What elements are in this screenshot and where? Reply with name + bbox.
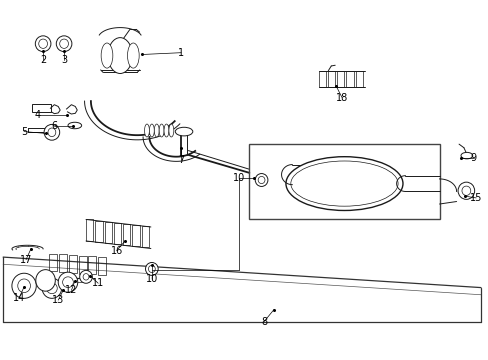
Text: 6: 6	[51, 121, 57, 131]
Ellipse shape	[35, 36, 51, 51]
Ellipse shape	[255, 174, 267, 186]
Bar	[79, 256, 86, 274]
Bar	[327, 71, 334, 87]
Text: 9: 9	[469, 153, 476, 163]
Ellipse shape	[285, 157, 402, 211]
Ellipse shape	[144, 124, 149, 137]
Text: 1: 1	[178, 48, 184, 58]
Ellipse shape	[60, 39, 68, 48]
Text: 17: 17	[20, 255, 32, 265]
Bar	[49, 253, 57, 271]
Ellipse shape	[145, 262, 158, 275]
Bar	[88, 256, 96, 274]
Text: 12: 12	[65, 285, 78, 296]
Ellipse shape	[159, 124, 163, 137]
Ellipse shape	[44, 125, 60, 140]
Text: 8: 8	[261, 317, 266, 327]
Text: 4: 4	[34, 111, 40, 121]
Text: 16: 16	[110, 246, 122, 256]
Text: 7: 7	[178, 155, 184, 165]
Bar	[98, 257, 106, 275]
Ellipse shape	[127, 43, 139, 68]
Ellipse shape	[36, 270, 55, 291]
Ellipse shape	[163, 124, 168, 137]
Ellipse shape	[56, 36, 72, 51]
Ellipse shape	[18, 279, 30, 293]
Ellipse shape	[62, 277, 73, 288]
Ellipse shape	[154, 124, 159, 137]
Ellipse shape	[83, 274, 89, 280]
Ellipse shape	[80, 270, 92, 283]
Text: 2: 2	[40, 55, 46, 65]
Ellipse shape	[148, 265, 155, 273]
Ellipse shape	[12, 273, 36, 298]
Ellipse shape	[175, 127, 192, 136]
Bar	[318, 71, 325, 87]
Ellipse shape	[108, 38, 132, 73]
Ellipse shape	[460, 152, 472, 159]
Ellipse shape	[42, 278, 61, 298]
Text: 13: 13	[52, 295, 64, 305]
Text: 3: 3	[61, 55, 67, 65]
Text: 15: 15	[469, 193, 481, 203]
Ellipse shape	[149, 124, 154, 137]
Ellipse shape	[39, 39, 47, 48]
Bar	[59, 254, 67, 272]
Bar	[336, 71, 344, 87]
Ellipse shape	[58, 272, 78, 292]
Ellipse shape	[168, 124, 173, 137]
Ellipse shape	[46, 283, 57, 294]
Ellipse shape	[290, 161, 397, 206]
Bar	[32, 104, 51, 112]
Text: 18: 18	[335, 93, 347, 103]
Ellipse shape	[461, 186, 470, 195]
Text: 5: 5	[21, 127, 27, 136]
Ellipse shape	[258, 176, 264, 184]
Bar	[355, 71, 362, 87]
Bar	[346, 71, 353, 87]
Ellipse shape	[101, 43, 113, 68]
Bar	[69, 255, 77, 273]
Ellipse shape	[48, 128, 56, 136]
Bar	[249, 144, 439, 220]
Ellipse shape	[68, 122, 81, 129]
Text: 14: 14	[13, 293, 25, 303]
Text: 10: 10	[145, 274, 158, 284]
Ellipse shape	[457, 182, 474, 199]
Text: 11: 11	[92, 278, 104, 288]
Text: 10: 10	[232, 173, 244, 183]
